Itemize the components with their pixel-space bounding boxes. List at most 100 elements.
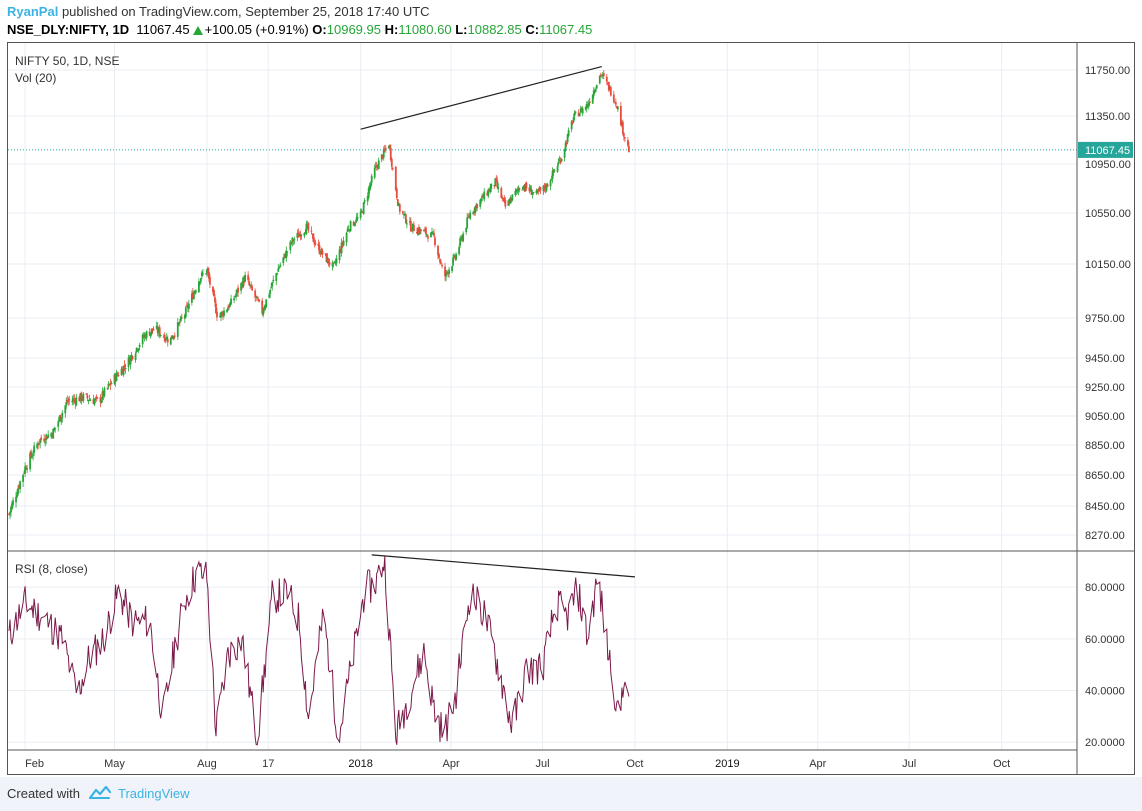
- rsi-pane-title: RSI (8, close): [15, 562, 88, 576]
- candle-body: [254, 290, 257, 298]
- candle-body: [81, 399, 84, 401]
- candle-body: [333, 261, 336, 263]
- candle-body: [380, 154, 383, 160]
- candle-body: [131, 356, 134, 359]
- candle-body: [620, 121, 623, 126]
- author-name[interactable]: RyanPal: [7, 4, 59, 19]
- candle-body: [476, 204, 479, 209]
- candle-body: [347, 229, 350, 231]
- candle-body: [75, 397, 78, 406]
- rsi-line: [8, 556, 630, 746]
- candle-body: [423, 230, 425, 232]
- candle-body: [71, 400, 74, 403]
- candle-body: [265, 299, 268, 308]
- candle-body: [420, 229, 422, 232]
- candle-body: [235, 293, 237, 297]
- candle-body: [396, 199, 399, 206]
- candle-body: [169, 337, 172, 345]
- publish-info: RyanPal published on TradingView.com, Se…: [7, 4, 430, 19]
- candle-body: [187, 303, 190, 309]
- candle-body: [535, 190, 538, 194]
- candle-body: [87, 400, 90, 402]
- candle-body: [544, 187, 547, 190]
- candle-body: [573, 112, 576, 116]
- chart-canvas[interactable]: 11750.00 11350.00 10950.00 10550.00 10150.00…: [0, 0, 1142, 777]
- candle-body: [272, 279, 275, 282]
- candle-body: [283, 253, 286, 257]
- candle-body: [594, 89, 597, 92]
- candle-body: [198, 281, 201, 283]
- candle-body: [240, 283, 242, 291]
- candle-body: [584, 107, 587, 110]
- candle-body: [621, 121, 624, 134]
- candle-body: [80, 392, 83, 401]
- candle-body: [202, 273, 204, 275]
- candle-body: [592, 90, 595, 96]
- candle-body: [326, 257, 329, 263]
- candle-body: [408, 221, 411, 223]
- candle-body: [397, 203, 400, 206]
- candle-body: [577, 112, 580, 117]
- candle-body: [586, 103, 589, 107]
- candle-body: [511, 194, 514, 201]
- candle-body: [411, 223, 414, 230]
- candle-body: [424, 229, 426, 231]
- candle-body: [9, 511, 11, 515]
- candle-body: [529, 187, 532, 192]
- candle-body: [244, 274, 247, 282]
- candle-body: [109, 382, 112, 386]
- candle-body: [197, 281, 200, 293]
- candle-body: [398, 204, 401, 212]
- time-tick-label: Aug: [197, 758, 217, 770]
- candle-body: [508, 201, 511, 205]
- candle-body: [585, 104, 588, 109]
- candle-body: [215, 303, 217, 314]
- candle-body: [497, 186, 500, 189]
- candle-body: [388, 145, 391, 149]
- candle-body: [473, 210, 476, 212]
- candle-body: [556, 166, 559, 172]
- low-value: 10882.85: [467, 22, 522, 37]
- candle-body: [601, 74, 604, 76]
- candle-body: [151, 328, 154, 331]
- candle-body: [192, 292, 195, 300]
- candle-body: [426, 234, 428, 236]
- candle-body: [221, 311, 223, 315]
- candle-body: [296, 232, 299, 238]
- time-tick-label: Apr: [443, 758, 460, 770]
- tradingview-brand-link[interactable]: TradingView: [118, 786, 190, 801]
- candle-body: [268, 294, 271, 298]
- candle-body: [605, 76, 608, 82]
- candle-body: [626, 140, 629, 146]
- candle-body: [434, 237, 436, 246]
- candle-body: [106, 387, 109, 389]
- candle-body: [528, 187, 531, 192]
- price-trendline[interactable]: [360, 65, 602, 130]
- candle-body: [190, 293, 193, 303]
- price-tick-label: 8450.00: [1085, 501, 1125, 513]
- candle-body: [606, 83, 609, 85]
- candle-body: [290, 242, 293, 244]
- candle-body: [102, 391, 105, 397]
- price-tick-label: 9450.00: [1085, 353, 1125, 365]
- candle-body: [551, 170, 554, 180]
- candle-body: [593, 90, 596, 93]
- candle-body: [38, 443, 41, 445]
- candle-body: [157, 328, 160, 334]
- candle-body: [427, 236, 429, 239]
- up-arrow-icon: [192, 26, 203, 35]
- candle-body: [282, 257, 285, 264]
- rsi-trendline[interactable]: [371, 554, 635, 578]
- candle-body: [310, 230, 313, 232]
- candle-body: [549, 180, 552, 187]
- candle-body: [459, 238, 462, 246]
- candle-body: [123, 365, 126, 367]
- candle-body: [402, 213, 405, 215]
- candle-body: [518, 188, 521, 190]
- price-tick-label: 9250.00: [1085, 382, 1125, 394]
- candle-body: [212, 286, 214, 292]
- candle-body: [201, 272, 203, 277]
- candle-body: [45, 434, 48, 441]
- candle-body: [417, 229, 419, 235]
- candle-body: [291, 237, 294, 243]
